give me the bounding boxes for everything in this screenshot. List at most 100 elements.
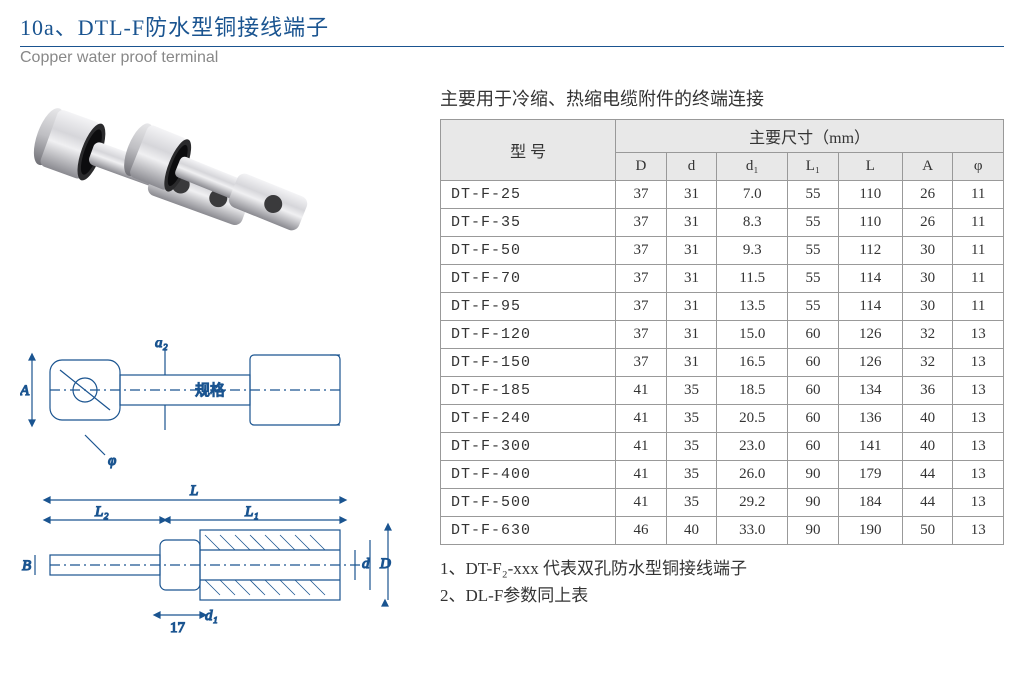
cell-value: 37: [616, 293, 667, 321]
label-L1: L₁: [244, 504, 259, 520]
cell-value: 30: [902, 293, 953, 321]
table-row: DT-F-630464033.0901905013: [441, 517, 1004, 545]
table-head: 型 号 主要尺寸（mm） Ddd₁L₁LAφ: [441, 120, 1004, 181]
cell-value: 11.5: [717, 265, 788, 293]
col-φ: φ: [953, 153, 1004, 181]
label-L2: L₂: [94, 504, 109, 520]
cell-value: 190: [838, 517, 902, 545]
cell-value: 41: [616, 405, 667, 433]
cell-value: 37: [616, 349, 667, 377]
cell-value: 11: [953, 209, 1004, 237]
cell-value: 26.0: [717, 461, 788, 489]
col-d₁: d₁: [717, 153, 788, 181]
cell-value: 60: [788, 377, 839, 405]
title-en: Copper water proof terminal: [20, 49, 1004, 67]
cell-value: 60: [788, 349, 839, 377]
label-d2: d₂: [155, 340, 168, 351]
cell-value: 9.3: [717, 237, 788, 265]
cell-value: 37: [616, 181, 667, 209]
table-row: DT-F-150373116.5601263213: [441, 349, 1004, 377]
table-row: DT-F-3537318.3551102611: [441, 209, 1004, 237]
cell-value: 37: [616, 321, 667, 349]
cell-value: 41: [616, 433, 667, 461]
label-d1: d₁: [205, 608, 218, 624]
cell-value: 8.3: [717, 209, 788, 237]
cell-value: 35: [666, 377, 717, 405]
label-A: A: [20, 383, 30, 399]
right-column: 主要用于冷缩、热缩电缆附件的终端连接 型 号 主要尺寸（mm） Ddd₁L₁LA…: [440, 85, 1004, 665]
cell-value: 26: [902, 181, 953, 209]
title-cn: 10a、DTL-F防水型铜接线端子: [20, 10, 1004, 42]
cell-value: 16.5: [717, 349, 788, 377]
cell-value: 13: [953, 349, 1004, 377]
note-2: 2、DL-F参数同上表: [440, 582, 1004, 609]
cell-value: 31: [666, 265, 717, 293]
notes-block: 1、DT-F₂-xxx 代表双孔防水型铜接线端子 2、DL-F参数同上表: [440, 555, 1004, 609]
label-L: L: [189, 483, 198, 499]
note-1: 1、DT-F₂-xxx 代表双孔防水型铜接线端子: [440, 555, 1004, 582]
cell-value: 7.0: [717, 181, 788, 209]
cell-value: 37: [616, 237, 667, 265]
label-17: 17: [170, 620, 186, 636]
cell-value: 55: [788, 181, 839, 209]
cell-value: 35: [666, 461, 717, 489]
cell-value: 114: [838, 265, 902, 293]
cell-value: 31: [666, 237, 717, 265]
cell-value: 41: [616, 461, 667, 489]
cell-value: 184: [838, 489, 902, 517]
cell-value: 50: [902, 517, 953, 545]
content: A φ d₂ 规格: [20, 85, 1004, 665]
cell-value: 60: [788, 433, 839, 461]
cell-value: 30: [902, 265, 953, 293]
cell-value: 31: [666, 209, 717, 237]
cell-value: 46: [616, 517, 667, 545]
cell-value: 41: [616, 377, 667, 405]
cell-model: DT-F-150: [441, 349, 616, 377]
cell-value: 13: [953, 517, 1004, 545]
cell-value: 31: [666, 293, 717, 321]
cell-value: 114: [838, 293, 902, 321]
cell-model: DT-F-185: [441, 377, 616, 405]
table-row: DT-F-185413518.5601343613: [441, 377, 1004, 405]
cell-value: 37: [616, 265, 667, 293]
description-text: 主要用于冷缩、热缩电缆附件的终端连接: [440, 85, 1004, 111]
spec-table: 型 号 主要尺寸（mm） Ddd₁L₁LAφ DT-F-2537317.0551…: [440, 119, 1004, 545]
cell-value: 60: [788, 321, 839, 349]
cell-value: 110: [838, 181, 902, 209]
title-rule: [20, 46, 1004, 47]
cell-value: 37: [616, 209, 667, 237]
label-B: B: [22, 558, 31, 574]
table-row: DT-F-5037319.3551123011: [441, 237, 1004, 265]
cell-value: 55: [788, 237, 839, 265]
cell-model: DT-F-240: [441, 405, 616, 433]
cell-value: 31: [666, 321, 717, 349]
cell-model: DT-F-500: [441, 489, 616, 517]
col-A: A: [902, 153, 953, 181]
cell-value: 23.0: [717, 433, 788, 461]
table-row: DT-F-120373115.0601263213: [441, 321, 1004, 349]
cell-model: DT-F-630: [441, 517, 616, 545]
cell-value: 90: [788, 461, 839, 489]
cell-value: 13: [953, 405, 1004, 433]
cell-model: DT-F-70: [441, 265, 616, 293]
engineering-diagram: A φ d₂ 规格: [20, 340, 410, 660]
col-dims: 主要尺寸（mm）: [616, 120, 1004, 153]
cell-value: 179: [838, 461, 902, 489]
cell-model: DT-F-400: [441, 461, 616, 489]
cell-value: 40: [902, 433, 953, 461]
label-phi: φ: [108, 453, 116, 469]
table-row: DT-F-500413529.2901844413: [441, 489, 1004, 517]
label-d: d: [362, 556, 370, 572]
cell-value: 31: [666, 349, 717, 377]
label-D: D: [379, 556, 391, 572]
cell-value: 126: [838, 349, 902, 377]
table-row: DT-F-95373113.5551143011: [441, 293, 1004, 321]
col-D: D: [616, 153, 667, 181]
cell-value: 29.2: [717, 489, 788, 517]
cell-value: 15.0: [717, 321, 788, 349]
table-row: DT-F-70373111.5551143011: [441, 265, 1004, 293]
cell-value: 41: [616, 489, 667, 517]
cell-model: DT-F-35: [441, 209, 616, 237]
product-photo: [20, 85, 340, 305]
col-L: L: [838, 153, 902, 181]
